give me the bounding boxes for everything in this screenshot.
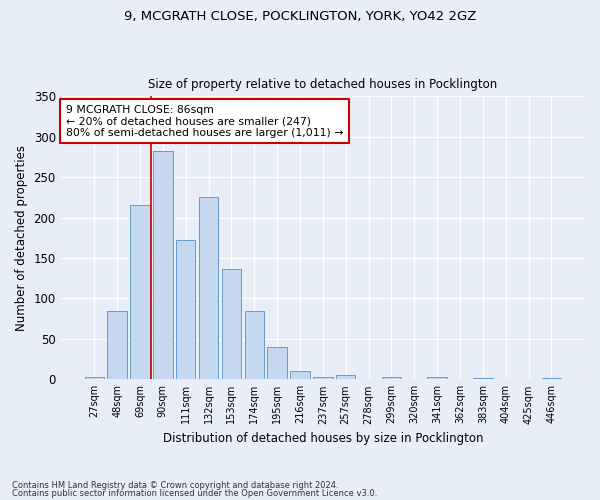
Text: Contains HM Land Registry data © Crown copyright and database right 2024.: Contains HM Land Registry data © Crown c… <box>12 481 338 490</box>
Bar <box>313 377 332 380</box>
Bar <box>85 377 104 380</box>
Bar <box>290 371 310 380</box>
Bar <box>336 376 355 380</box>
Bar <box>176 240 196 380</box>
Text: 9 MCGRATH CLOSE: 86sqm
← 20% of detached houses are smaller (247)
80% of semi-de: 9 MCGRATH CLOSE: 86sqm ← 20% of detached… <box>66 105 343 138</box>
Bar <box>427 377 447 380</box>
Y-axis label: Number of detached properties: Number of detached properties <box>15 145 28 331</box>
Bar <box>542 378 561 380</box>
Bar <box>473 378 493 380</box>
Title: Size of property relative to detached houses in Pocklington: Size of property relative to detached ho… <box>148 78 497 91</box>
Bar <box>130 206 149 380</box>
Bar <box>107 310 127 380</box>
Text: 9, MCGRATH CLOSE, POCKLINGTON, YORK, YO42 2GZ: 9, MCGRATH CLOSE, POCKLINGTON, YORK, YO4… <box>124 10 476 23</box>
X-axis label: Distribution of detached houses by size in Pocklington: Distribution of detached houses by size … <box>163 432 483 445</box>
Text: Contains public sector information licensed under the Open Government Licence v3: Contains public sector information licen… <box>12 488 377 498</box>
Bar <box>221 270 241 380</box>
Bar <box>153 150 173 380</box>
Bar <box>268 347 287 380</box>
Bar <box>382 377 401 380</box>
Bar <box>199 198 218 380</box>
Bar <box>245 310 264 380</box>
